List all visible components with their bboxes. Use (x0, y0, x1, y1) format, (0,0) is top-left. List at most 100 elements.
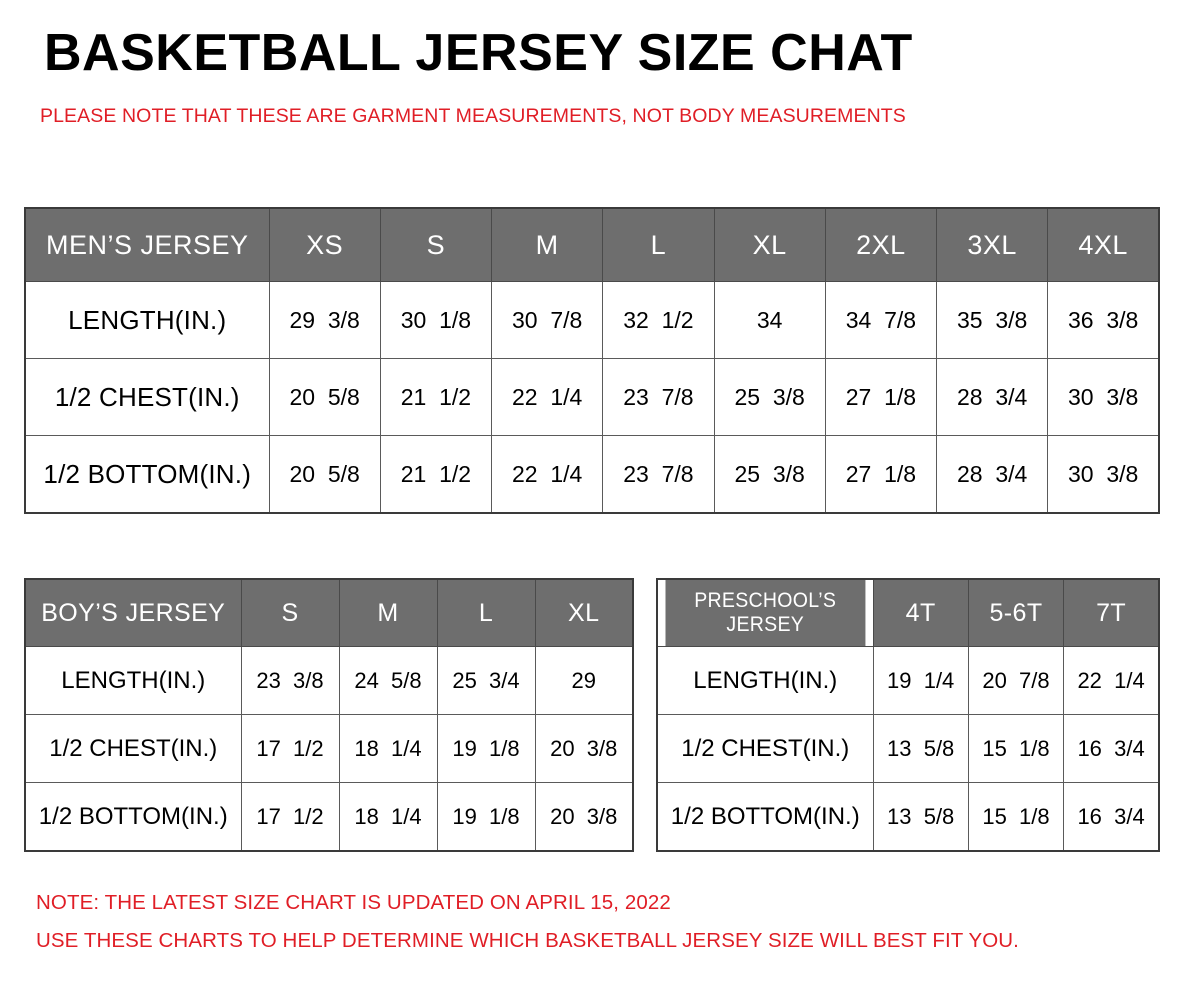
cell-length-xl: 29 (534, 646, 634, 715)
value: 20 3/8 (550, 803, 618, 829)
cell-chest-5-6t: 15 1/8 (967, 714, 1065, 783)
row-label-length: LENGTH(IN.) (656, 646, 874, 715)
table-row: 1/2 BOTTOM(IN.) 17 1/2 18 1/4 19 1/8 20 … (24, 782, 634, 852)
value: 34 7/8 (845, 306, 917, 333)
value: 29 (571, 667, 596, 693)
column-header-preschool-jersey: PRESCHOOL’S JERSEY (664, 578, 866, 647)
value: 16 3/4 (1077, 803, 1145, 829)
value: 17 1/2 (256, 803, 324, 829)
value: 36 3/8 (1067, 306, 1139, 333)
mens-jersey-table: MEN’S JERSEY XS S M L XL 2XL 3XL 4XL LEN… (24, 207, 1160, 514)
cell-bottom-l: 23 7/8 (602, 435, 715, 514)
table-header-row: MEN’S JERSEY XS S M L XL 2XL 3XL 4XL (24, 207, 1160, 282)
column-header-5-6t: 5-6T (967, 578, 1065, 647)
table-row: 1/2 CHEST(IN.) 17 1/2 18 1/4 19 1/8 20 3… (24, 714, 634, 783)
value: 15 1/8 (982, 735, 1050, 761)
value: 23 7/8 (623, 383, 694, 410)
column-header-boys-jersey: BOY’S JERSEY (24, 578, 242, 647)
column-header-s: S (379, 207, 493, 282)
cell-chest-l: 23 7/8 (602, 358, 715, 436)
cell-bottom-m: 22 1/4 (490, 435, 604, 514)
cell-length-7t: 22 1/4 (1063, 646, 1160, 715)
table-row: LENGTH(IN.) 19 1/4 20 7/8 22 1/4 (656, 646, 1160, 715)
cell-length-s: 30 1/8 (379, 281, 493, 359)
cell-bottom-xl: 20 3/8 (534, 782, 634, 852)
value: 30 3/8 (1067, 460, 1139, 487)
value: 25 3/8 (734, 383, 805, 410)
value: 13 5/8 (887, 735, 955, 761)
table-row: 1/2 CHEST(IN.) 13 5/8 15 1/8 16 3/4 (656, 714, 1160, 783)
cell-length-4t: 19 1/4 (872, 646, 969, 715)
cell-bottom-5-6t: 15 1/8 (967, 782, 1065, 852)
value: 27 1/8 (845, 460, 917, 487)
cell-chest-m: 22 1/4 (490, 358, 604, 436)
row-label-length: LENGTH(IN.) (24, 646, 242, 715)
table-row: 1/2 CHEST(IN.) 20 5/8 21 1/2 22 1/4 23 7… (24, 358, 1160, 436)
column-header-4t: 4T (872, 578, 969, 647)
cell-length-m: 24 5/8 (338, 646, 438, 715)
footer-note-guidance: USE THESE CHARTS TO HELP DETERMINE WHICH… (36, 929, 1019, 952)
column-header-3xl: 3XL (935, 207, 1049, 282)
cell-length-4xl: 36 3/8 (1047, 281, 1160, 359)
cell-length-3xl: 35 3/8 (935, 281, 1049, 359)
value: 28 3/4 (956, 460, 1028, 487)
value: 20 7/8 (982, 667, 1050, 693)
cell-chest-s: 21 1/2 (379, 358, 493, 436)
cell-length-xl: 34 (713, 281, 826, 359)
value: 20 5/8 (289, 383, 360, 410)
cell-length-5-6t: 20 7/8 (967, 646, 1065, 715)
cell-length-2xl: 34 7/8 (824, 281, 938, 359)
column-header-4xl: 4XL (1047, 207, 1160, 282)
cell-length-l: 25 3/4 (436, 646, 536, 715)
value: 21 1/2 (400, 383, 472, 410)
cell-chest-4xl: 30 3/8 (1047, 358, 1160, 436)
value: 25 3/4 (452, 667, 520, 693)
column-header-xs: XS (268, 207, 381, 282)
value: 22 1/4 (1077, 667, 1145, 693)
value: 23 7/8 (623, 460, 694, 487)
cell-length-s: 23 3/8 (240, 646, 340, 715)
value: 13 5/8 (887, 803, 955, 829)
value: 30 3/8 (1067, 383, 1139, 410)
cell-chest-l: 19 1/8 (436, 714, 536, 783)
cell-bottom-4t: 13 5/8 (872, 782, 969, 852)
row-label-length: LENGTH(IN.) (24, 281, 270, 359)
cell-chest-xl: 25 3/8 (713, 358, 826, 436)
preschool-jersey-table: PRESCHOOL’S JERSEY 4T 5-6T 7T LENGTH(IN.… (656, 578, 1160, 852)
cell-chest-m: 18 1/4 (338, 714, 438, 783)
row-label-half-chest: 1/2 CHEST(IN.) (656, 714, 874, 783)
cell-length-l: 32 1/2 (602, 281, 715, 359)
value: 30 1/8 (400, 306, 472, 333)
cell-chest-2xl: 27 1/8 (824, 358, 938, 436)
row-label-half-chest: 1/2 CHEST(IN.) (24, 714, 242, 783)
cell-bottom-s: 17 1/2 (240, 782, 340, 852)
cell-chest-4t: 13 5/8 (872, 714, 969, 783)
value: 15 1/8 (982, 803, 1050, 829)
value: 25 3/8 (734, 460, 805, 487)
column-header-2xl: 2XL (824, 207, 938, 282)
page-title: BASKETBALL JERSEY SIZE CHAT (44, 24, 913, 82)
cell-bottom-l: 19 1/8 (436, 782, 536, 852)
row-label-half-chest: 1/2 CHEST(IN.) (24, 358, 270, 436)
cell-bottom-2xl: 27 1/8 (824, 435, 938, 514)
value: 19 1/8 (452, 735, 520, 761)
value: 23 3/8 (256, 667, 324, 693)
table-row: LENGTH(IN.) 29 3/8 30 1/8 30 7/8 32 1/2 … (24, 281, 1160, 359)
value: 19 1/4 (887, 667, 955, 693)
cell-bottom-xs: 20 5/8 (268, 435, 381, 514)
value: 19 1/8 (452, 803, 520, 829)
value: 18 1/4 (354, 735, 422, 761)
cell-chest-xs: 20 5/8 (268, 358, 381, 436)
value: 18 1/4 (354, 803, 422, 829)
cell-chest-xl: 20 3/8 (534, 714, 634, 783)
value: 20 5/8 (289, 460, 360, 487)
cell-chest-7t: 16 3/4 (1063, 714, 1160, 783)
column-header-mens-jersey: MEN’S JERSEY (24, 207, 270, 282)
table-row: 1/2 BOTTOM(IN.) 13 5/8 15 1/8 16 3/4 (656, 782, 1160, 852)
value: 21 1/2 (400, 460, 472, 487)
value: 35 3/8 (956, 306, 1028, 333)
value: 22 1/4 (511, 460, 583, 487)
column-header-7t: 7T (1063, 578, 1160, 647)
column-header-m: M (490, 207, 604, 282)
